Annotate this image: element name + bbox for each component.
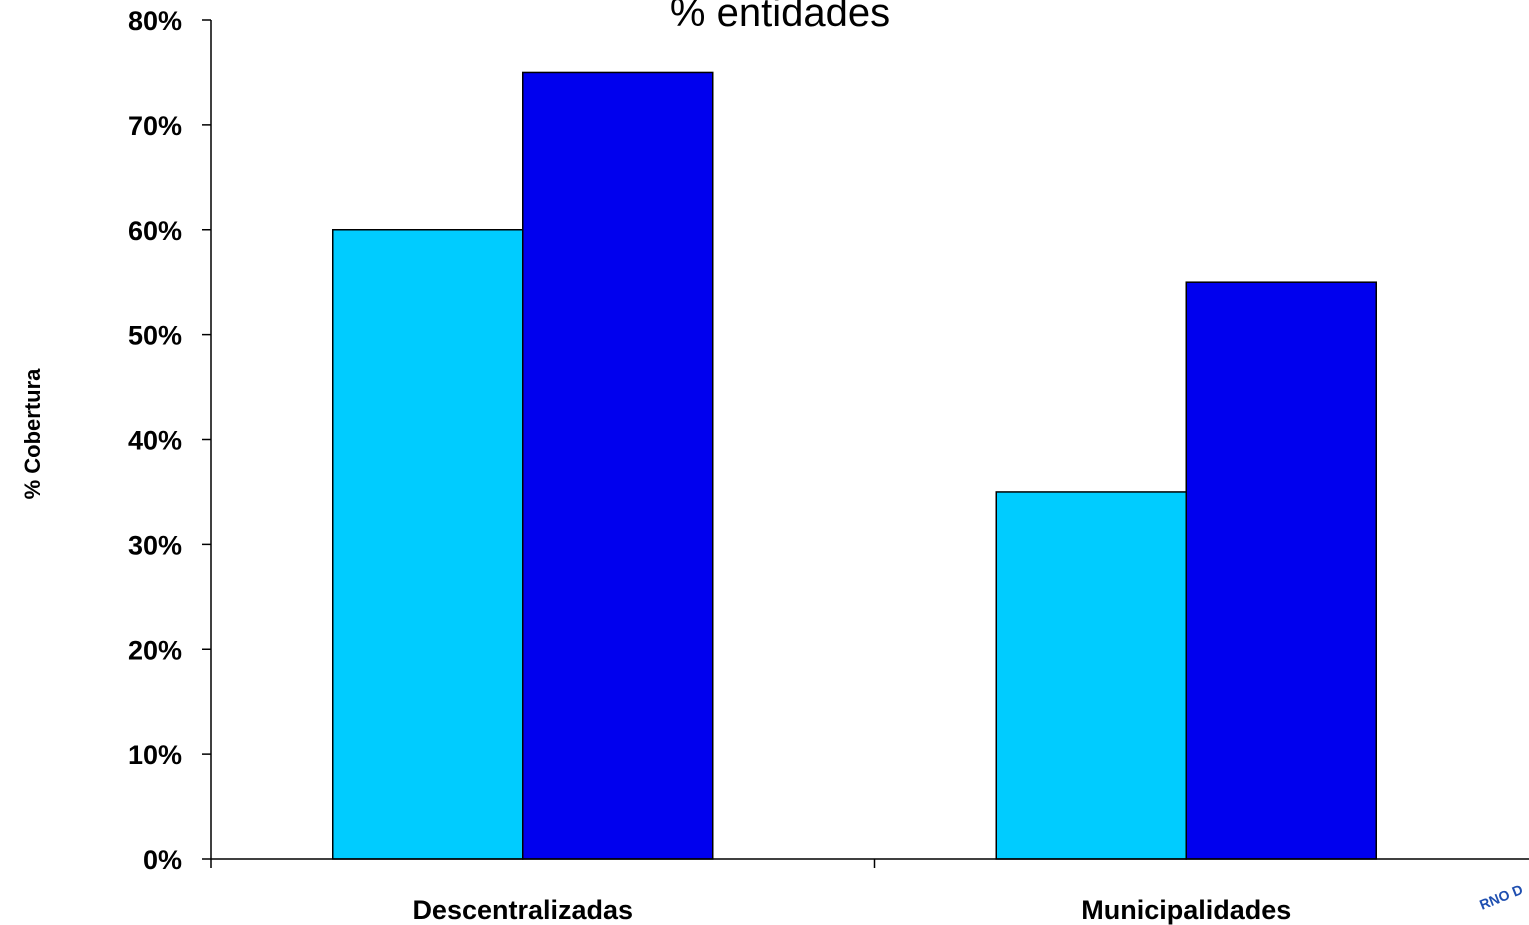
x-axis-ticks [210, 859, 876, 868]
y-tick-label: 40% [128, 426, 182, 456]
y-tick-label: 30% [128, 530, 182, 560]
bars [332, 71, 1377, 860]
bar-municipalidades-series-1 [995, 491, 1187, 860]
y-tick-label: 50% [128, 321, 182, 351]
y-tick-label: 0% [143, 845, 182, 875]
chart-title: % entidades [670, 0, 890, 35]
x-category-label: Municipalidades [1081, 895, 1291, 925]
x-axis-category-labels: Descentralizadas Municipalidades [412, 895, 1291, 925]
bar-descentralizadas-series-2 [522, 71, 714, 860]
y-tick-label: 70% [128, 111, 182, 141]
bar-descentralizadas-series-1 [332, 229, 524, 860]
y-axis-label: % Cobertura [20, 368, 45, 500]
y-axis-ticks: 0% 10% 20% 30% 40% 50% 60% 70% 80% [128, 6, 211, 875]
y-tick-label: 20% [128, 635, 182, 665]
logo-seal: RNO D [1475, 875, 1529, 921]
bar-municipalidades-series-2 [1185, 281, 1377, 860]
y-tick-label: 80% [128, 6, 182, 36]
x-category-label: Descentralizadas [412, 895, 633, 925]
y-tick-label: 60% [128, 216, 182, 246]
y-tick-label: 10% [128, 740, 182, 770]
